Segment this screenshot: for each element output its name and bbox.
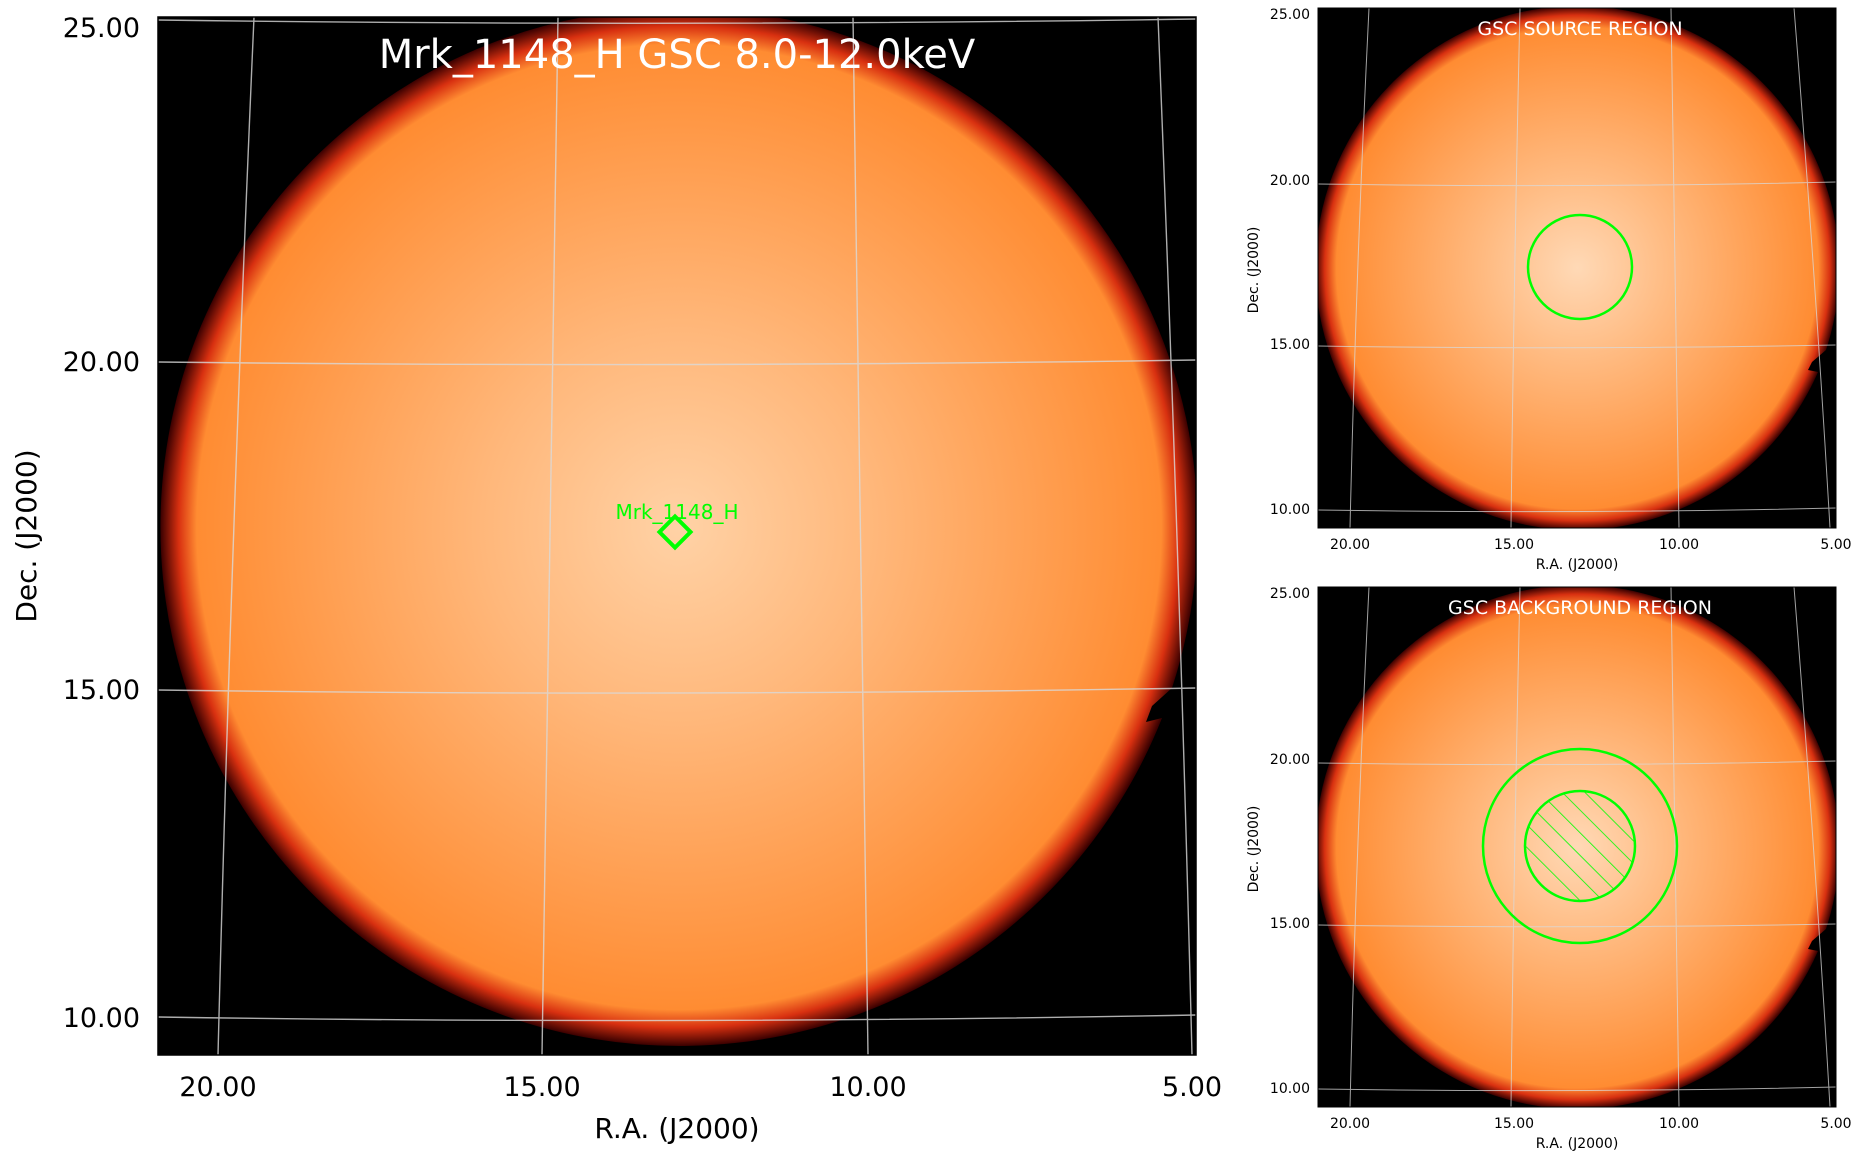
- background-x-axis-label: R.A. (J2000): [1536, 1136, 1619, 1152]
- source-y-tick-label: 25.00: [1270, 7, 1310, 23]
- main-y-tick-label: 15.00: [63, 675, 140, 706]
- main-y-tick-label: 25.00: [63, 13, 140, 44]
- main-x-tick-label: 20.00: [179, 1072, 256, 1103]
- background-y-axis-label: Dec. (J2000): [1246, 806, 1262, 893]
- background-y-tick-label: 10.00: [1270, 1081, 1310, 1097]
- main-title: Mrk_1148_H GSC 8.0-12.0keV: [379, 32, 976, 78]
- source-x-tick-label: 10.00: [1659, 537, 1699, 553]
- main-source-marker: Mrk_1148_H: [616, 500, 739, 551]
- background-plot-frame: [1317, 586, 1837, 1108]
- source-x-ticks: 20.00 15.00 10.00 5.00: [1330, 537, 1852, 553]
- main-x-tick-label: 15.00: [503, 1072, 580, 1103]
- source-y-ticks: 25.00 20.00 15.00 10.00: [1270, 7, 1310, 518]
- background-x-ticks: 20.00 15.00 10.00 5.00: [1330, 1116, 1852, 1132]
- background-panel: GSC BACKGROUND REGION 20.00 15.00 10.00 …: [1246, 586, 1852, 1152]
- background-y-ticks: 25.00 20.00 15.00 10.00: [1270, 586, 1310, 1097]
- background-y-tick-label: 25.00: [1270, 586, 1310, 602]
- background-coordinate-grid: [1318, 587, 1836, 1107]
- background-annulus-outer: [1481, 747, 1679, 945]
- main-x-tick-label: 10.00: [829, 1072, 906, 1103]
- source-y-tick-label: 15.00: [1270, 337, 1310, 353]
- background-y-tick-label: 20.00: [1270, 752, 1310, 768]
- main-x-axis-label: R.A. (J2000): [594, 1112, 759, 1145]
- source-coordinate-grid: [1318, 8, 1836, 528]
- main-y-axis-label: Dec. (J2000): [10, 449, 43, 622]
- background-excluded-region: [1523, 789, 1637, 903]
- source-sky-disk: [1318, 8, 1836, 528]
- main-y-tick-label: 20.00: [63, 347, 140, 378]
- main-source-label: Mrk_1148_H: [616, 500, 739, 524]
- source-y-axis-label: Dec. (J2000): [1246, 227, 1262, 314]
- main-x-tick-label: 5.00: [1162, 1072, 1222, 1103]
- source-panel: GSC SOURCE REGION 20.00 15.00 10.00 5.00…: [1246, 7, 1852, 573]
- source-x-tick-label: 20.00: [1330, 537, 1370, 553]
- source-x-axis-label: R.A. (J2000): [1536, 557, 1619, 573]
- diamond-marker-icon: [656, 513, 694, 551]
- main-y-ticks: 25.00 20.00 15.00 10.00: [63, 13, 140, 1034]
- source-y-tick-label: 10.00: [1270, 502, 1310, 518]
- source-x-tick-label: 15.00: [1494, 537, 1534, 553]
- main-plot-frame: [157, 16, 1197, 1056]
- main-y-tick-label: 10.00: [63, 1003, 140, 1034]
- source-x-tick-label: 5.00: [1820, 537, 1851, 553]
- source-y-tick-label: 20.00: [1270, 173, 1310, 189]
- background-panel-title: GSC BACKGROUND REGION: [1448, 597, 1712, 619]
- background-x-tick-label: 10.00: [1659, 1116, 1699, 1132]
- background-y-tick-label: 15.00: [1270, 916, 1310, 932]
- source-panel-title: GSC SOURCE REGION: [1477, 18, 1682, 40]
- source-plot-frame: [1317, 7, 1837, 529]
- background-x-tick-label: 15.00: [1494, 1116, 1534, 1132]
- background-x-tick-label: 5.00: [1820, 1116, 1851, 1132]
- main-panel: Mrk_1148_H Mrk_1148_H GSC 8.0-12.0keV 20…: [10, 13, 1222, 1145]
- source-region-circle: [1526, 213, 1634, 321]
- main-sky-disk: [160, 17, 1196, 1046]
- main-x-ticks: 20.00 15.00 10.00 5.00: [179, 1072, 1222, 1103]
- background-x-tick-label: 20.00: [1330, 1116, 1370, 1132]
